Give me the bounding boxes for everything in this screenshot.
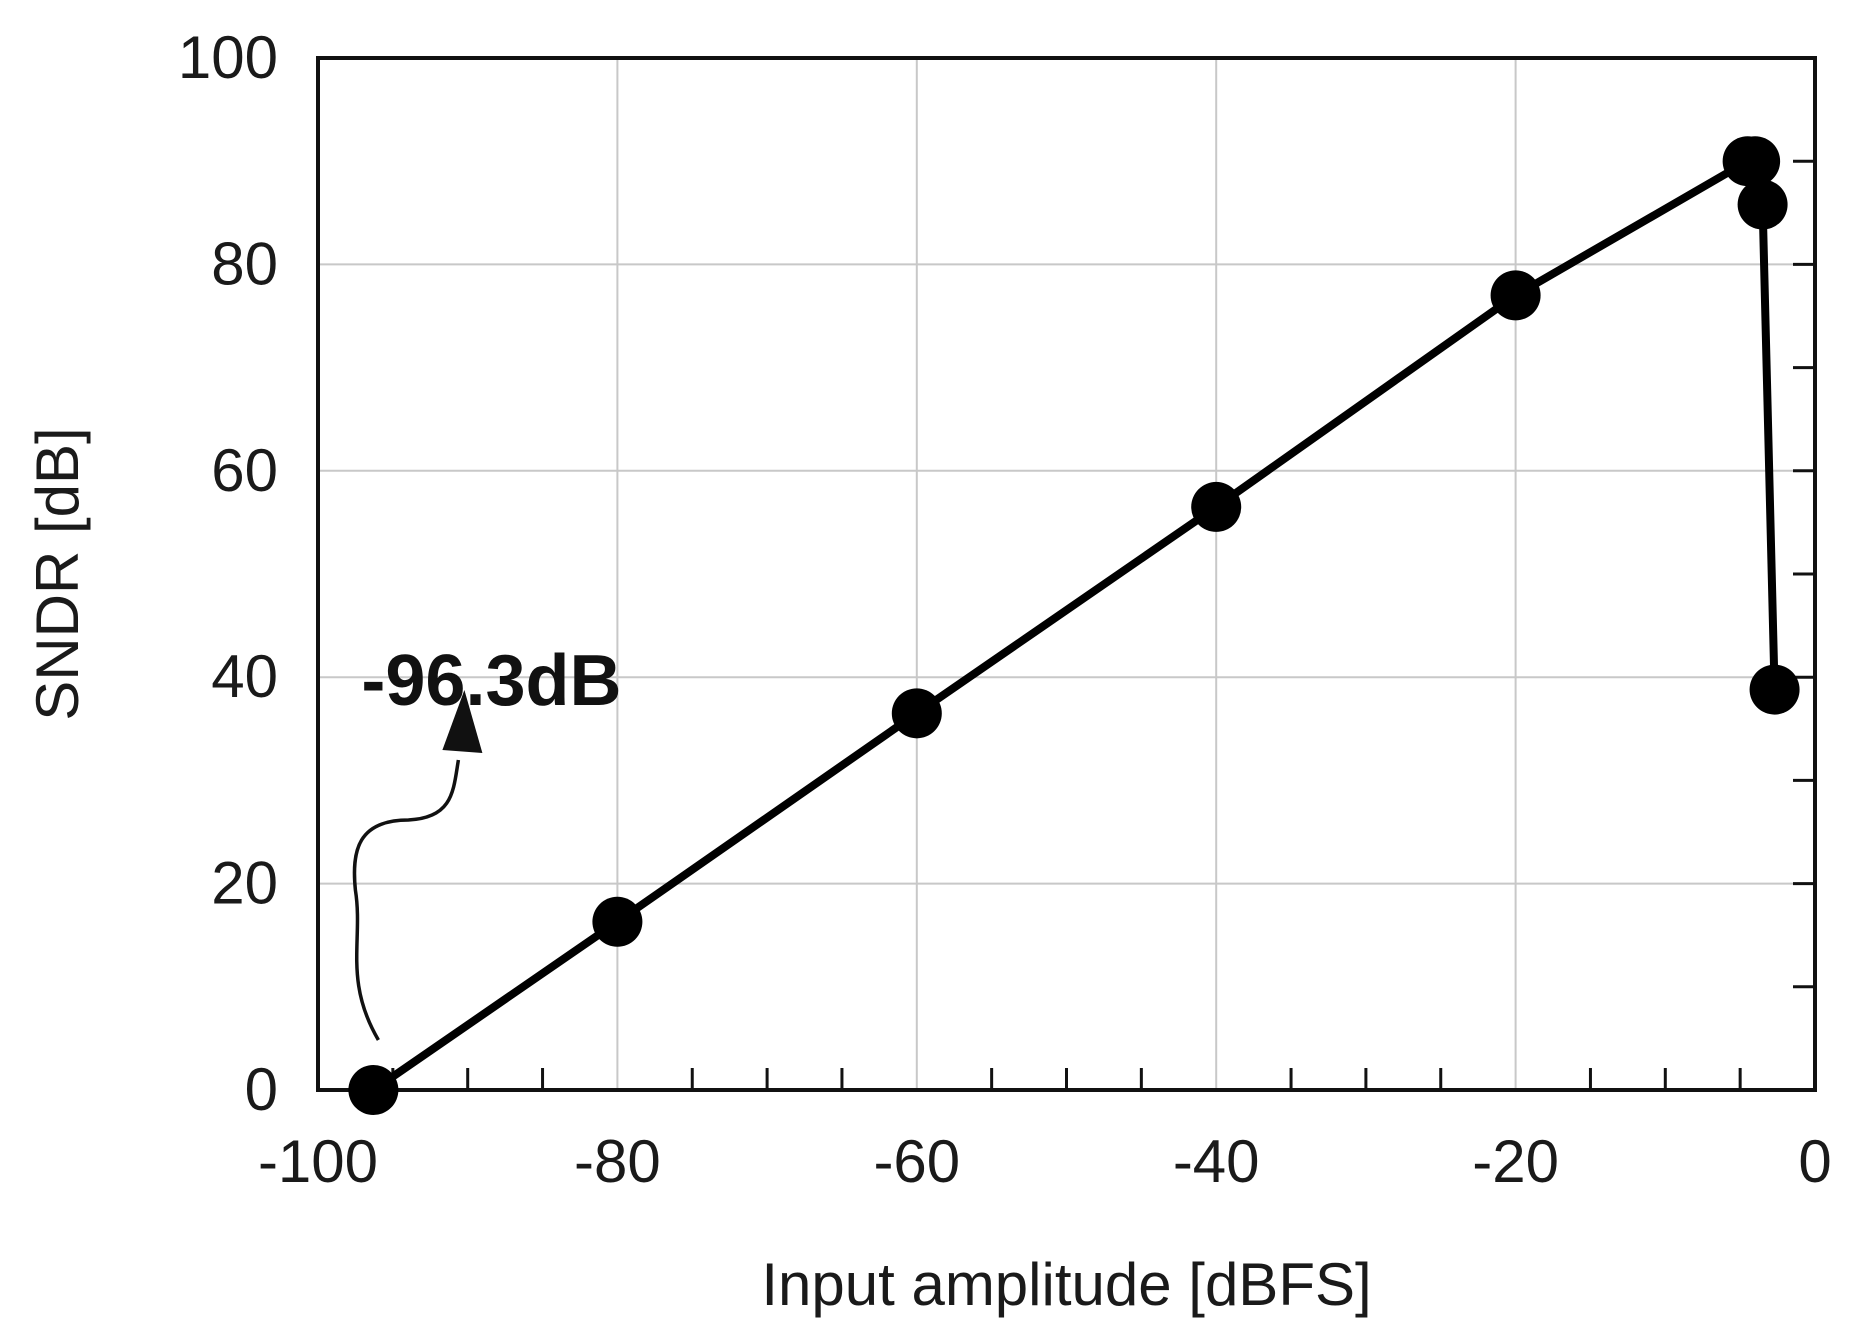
grid-lines bbox=[318, 58, 1815, 1090]
y-tick-label: 0 bbox=[245, 1056, 278, 1123]
data-point bbox=[1490, 270, 1541, 321]
data-point bbox=[1191, 481, 1242, 532]
x-tick-label: -60 bbox=[873, 1128, 960, 1195]
data-point bbox=[1749, 664, 1800, 715]
y-tick-label: 100 bbox=[178, 24, 278, 91]
x-tick-label: -20 bbox=[1472, 1128, 1559, 1195]
annotation-label: -96.3dB bbox=[361, 641, 621, 721]
y-tick-label: 60 bbox=[211, 437, 278, 504]
y-tick-labels: 0 20 40 60 80 100 bbox=[178, 24, 278, 1123]
x-tick-labels: -100 -80 -60 -40 -20 0 bbox=[258, 1128, 1832, 1195]
data-point bbox=[891, 688, 942, 739]
x-tick-label: -80 bbox=[574, 1128, 661, 1195]
x-tick-label: -40 bbox=[1173, 1128, 1260, 1195]
data-point bbox=[592, 896, 643, 947]
data-point bbox=[348, 1065, 399, 1115]
x-tick-label: 0 bbox=[1798, 1128, 1831, 1195]
y-axis-title: SNDR [dB] bbox=[24, 427, 91, 720]
data-point bbox=[1737, 179, 1788, 230]
x-axis-title: Input amplitude [dBFS] bbox=[761, 1251, 1371, 1318]
y-tick-label: 20 bbox=[211, 850, 278, 917]
annotation-arrow bbox=[352, 759, 461, 1041]
annotation-layer: -96.3dB bbox=[352, 641, 621, 1041]
series-layer bbox=[348, 136, 1800, 1115]
data-point bbox=[1730, 136, 1781, 187]
minor-ticks bbox=[391, 159, 1815, 1090]
annotation-arrowhead bbox=[442, 690, 483, 753]
y-tick-label: 80 bbox=[211, 230, 278, 297]
plot-frame bbox=[316, 56, 1817, 1092]
y-tick-label: 40 bbox=[211, 643, 278, 710]
series-line bbox=[371, 157, 1779, 1094]
x-tick-label: -100 bbox=[258, 1128, 378, 1195]
